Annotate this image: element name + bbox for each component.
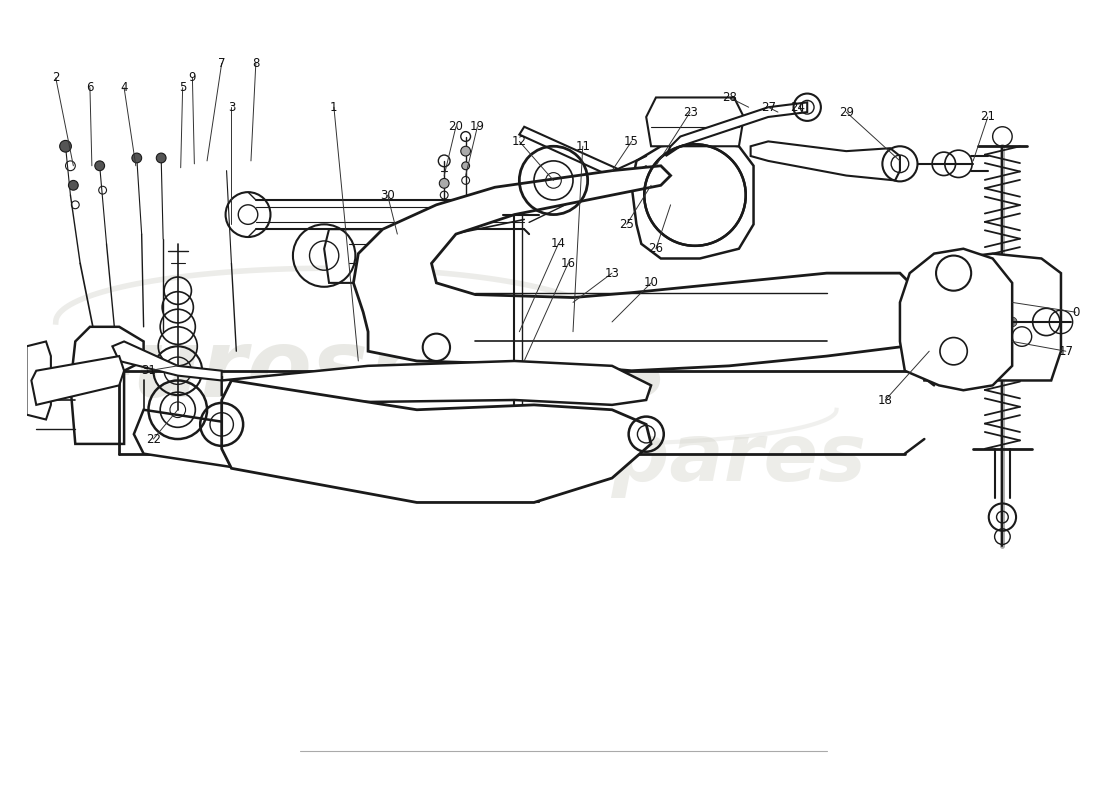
Text: 30: 30 [381,189,395,202]
Text: 24: 24 [790,101,805,114]
Circle shape [156,153,166,163]
Circle shape [68,181,78,190]
Circle shape [132,153,142,163]
Text: 29: 29 [839,106,854,118]
Text: 6: 6 [86,82,94,94]
Polygon shape [324,230,403,283]
Polygon shape [222,381,651,502]
Text: 17: 17 [1058,345,1074,358]
Text: 23: 23 [683,106,697,118]
Text: 9: 9 [189,71,196,85]
Text: 1: 1 [330,101,338,114]
Polygon shape [222,361,651,405]
Text: 7: 7 [218,57,226,70]
Text: 10: 10 [644,276,659,290]
Polygon shape [271,410,573,473]
Text: 26: 26 [649,242,663,255]
Polygon shape [112,342,222,381]
Polygon shape [32,356,124,405]
Text: 4: 4 [120,82,128,94]
Polygon shape [70,327,144,444]
Circle shape [679,213,686,221]
Polygon shape [750,142,900,181]
Circle shape [462,162,470,170]
Circle shape [568,339,578,350]
Polygon shape [519,126,643,190]
Circle shape [716,191,724,199]
Text: 21: 21 [980,110,996,123]
Text: 19: 19 [470,120,485,134]
Circle shape [539,342,549,352]
Polygon shape [134,410,543,488]
Circle shape [95,161,104,170]
Text: 5: 5 [179,82,186,94]
Text: 18: 18 [878,394,893,406]
Circle shape [59,141,72,152]
Circle shape [461,146,471,156]
Text: eurospares: eurospares [358,419,867,498]
Text: 22: 22 [146,433,161,446]
Circle shape [939,317,948,327]
Text: 16: 16 [561,257,575,270]
Polygon shape [26,342,51,419]
Circle shape [704,169,712,177]
Text: 8: 8 [252,57,260,70]
Circle shape [666,191,673,199]
Text: 14: 14 [551,238,565,250]
Text: 2: 2 [52,71,59,85]
Polygon shape [666,102,807,156]
Text: 20: 20 [449,120,463,134]
Polygon shape [353,166,924,370]
Circle shape [704,213,712,221]
Text: 28: 28 [722,91,737,104]
Polygon shape [631,142,754,258]
Circle shape [974,288,983,298]
Text: 15: 15 [624,135,639,148]
Text: 11: 11 [575,140,591,153]
Circle shape [1008,317,1018,327]
Circle shape [679,169,686,177]
Circle shape [481,348,491,358]
Polygon shape [920,254,1062,381]
Polygon shape [646,98,744,146]
Text: eurospares: eurospares [69,325,667,417]
Text: 0: 0 [1071,306,1079,318]
Text: 27: 27 [761,101,776,114]
Text: 13: 13 [605,266,619,280]
Circle shape [451,352,461,362]
Text: 12: 12 [512,135,527,148]
Text: 3: 3 [228,101,235,114]
Text: 25: 25 [619,218,634,231]
Circle shape [439,178,449,188]
Text: 31: 31 [141,364,156,378]
Polygon shape [900,249,1012,390]
